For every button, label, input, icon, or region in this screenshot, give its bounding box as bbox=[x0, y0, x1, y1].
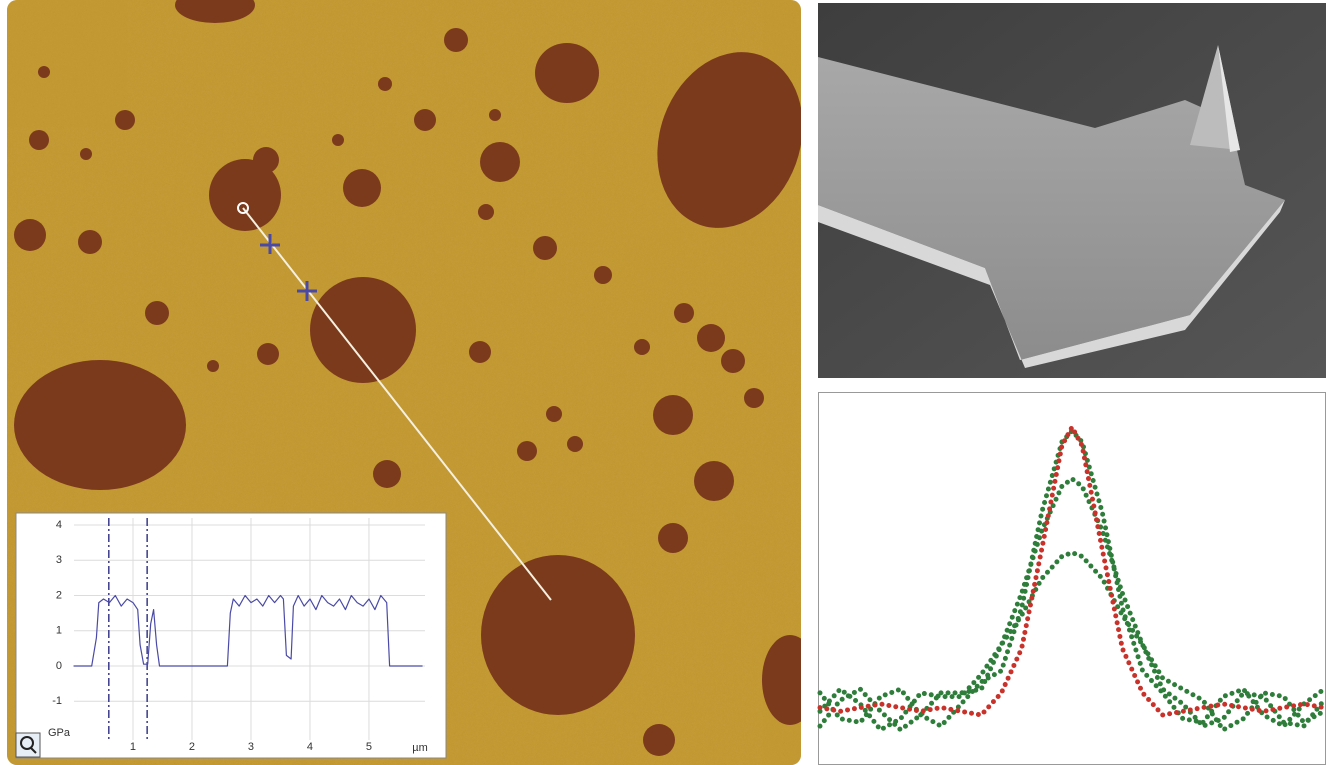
y-tick-label: 0 bbox=[56, 660, 62, 672]
zoom-button[interactable] bbox=[16, 733, 40, 757]
y-tick-label: 3 bbox=[56, 554, 62, 566]
composite: -1 0 1 2 3 4 1 2 3 4 5 µm GPa bbox=[0, 0, 1326, 765]
page: -10123412345µmGPa (() => { const data = … bbox=[0, 0, 1326, 765]
y-tick-label: -1 bbox=[52, 695, 62, 707]
y-tick-label: 2 bbox=[56, 589, 62, 601]
inset-panel bbox=[16, 513, 446, 758]
x-tick-label: 4 bbox=[307, 741, 313, 753]
y-tick-label: 4 bbox=[56, 519, 62, 531]
x-tick-label: 2 bbox=[189, 741, 195, 753]
x-axis-label: µm bbox=[412, 742, 428, 754]
y-tick-label: 1 bbox=[56, 625, 62, 637]
x-tick-label: 3 bbox=[248, 741, 254, 753]
y-axis-label: GPa bbox=[48, 727, 71, 739]
x-tick-label: 1 bbox=[130, 741, 136, 753]
x-tick-label: 5 bbox=[366, 741, 372, 753]
sem-image bbox=[818, 3, 1326, 378]
